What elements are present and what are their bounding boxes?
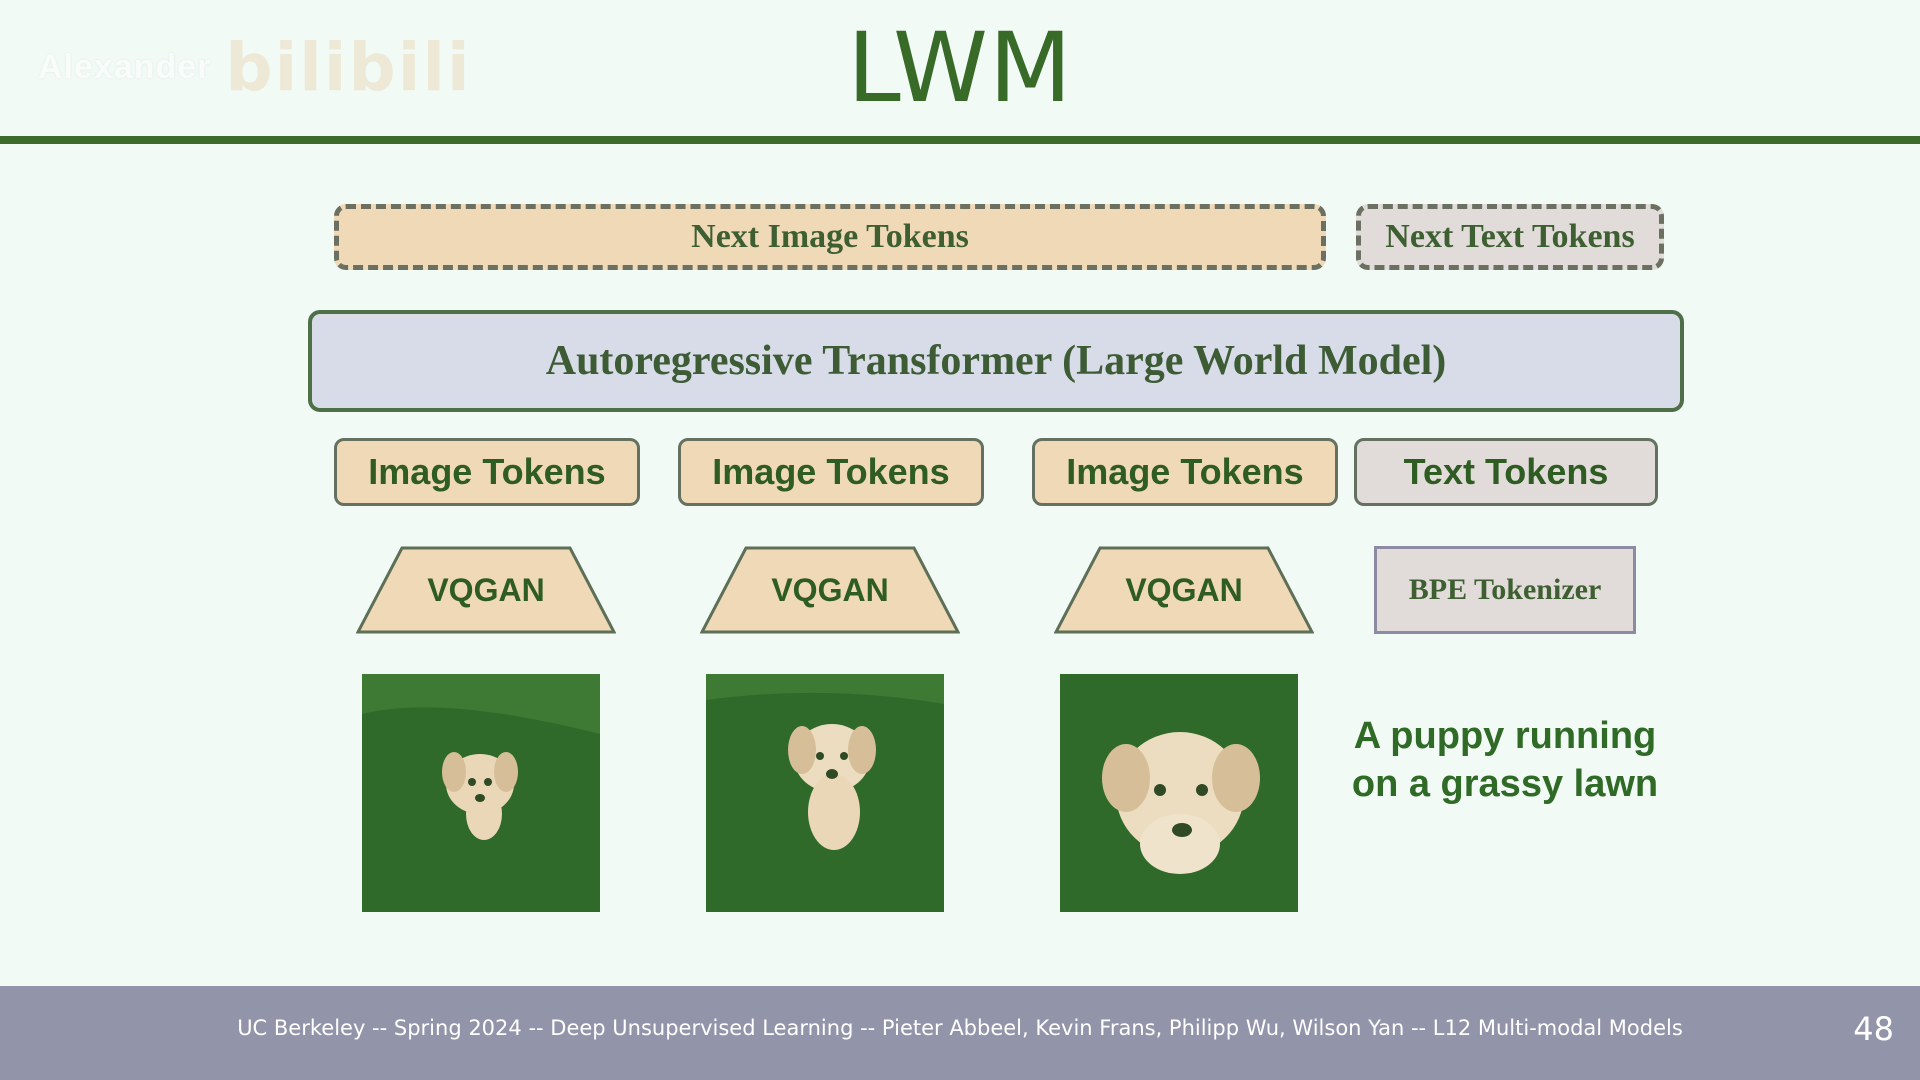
vqgan-encoder-2: VQGAN [699,546,961,634]
bpe-tokenizer-box: BPE Tokenizer [1374,546,1636,634]
caption-line-1: A puppy running [1353,715,1657,757]
vqgan-label-2: VQGAN [771,571,889,608]
page-number: 48 [1853,1010,1894,1048]
image-tokens-label-2: Image Tokens [712,451,950,492]
image-tokens-box-3: Image Tokens [1032,438,1338,506]
puppy-frame-1 [362,674,600,912]
caption-line-2: on a grassy lawn [1351,763,1659,805]
next-image-tokens-box: Next Image Tokens [334,204,1326,270]
vqgan-label-2-wrap: VQGAN [700,546,960,634]
next-text-tokens-box: Next Text Tokens [1356,204,1664,270]
trapezoid-shape [699,546,961,634]
image-tokens-box-1: Image Tokens [334,438,640,506]
footer-bar: UC Berkeley -- Spring 2024 -- Deep Unsup… [0,986,1920,1080]
vqgan-label-3: VQGAN [1125,571,1243,608]
trapezoid-shape [1053,546,1315,634]
vqgan-label-1: VQGAN [427,571,545,608]
vqgan-encoder-1: VQGAN [355,546,617,634]
puppy-image [706,674,944,850]
puppy-frame-2 [706,674,944,912]
watermark-user: Alexander [38,47,212,86]
vqgan-encoder-3: VQGAN [1053,546,1315,634]
watermark: Alexander bilibili [38,29,472,106]
bpe-tokenizer-label: BPE Tokenizer [1408,573,1602,606]
trapezoid-shape [355,546,617,634]
vqgan-label-1-wrap: VQGAN [356,546,616,634]
transformer-box: Autoregressive Transformer (Large World … [308,310,1684,412]
puppy-image [362,674,600,840]
image-tokens-box-2: Image Tokens [678,438,984,506]
transformer-label: Autoregressive Transformer (Large World … [545,338,1447,384]
text-caption: A puppy running on a grassy lawn [1320,712,1690,808]
slide-title: LWM [847,12,1073,124]
puppy-image [1102,732,1260,874]
title-rule [0,136,1920,144]
vqgan-label-3-wrap: VQGAN [1054,546,1314,634]
image-tokens-label-1: Image Tokens [368,451,606,492]
next-image-tokens-label: Next Image Tokens [691,218,969,255]
text-tokens-label: Text Tokens [1403,451,1609,492]
puppy-frame-3 [1060,674,1298,912]
text-tokens-box: Text Tokens [1354,438,1658,506]
footer-text: UC Berkeley -- Spring 2024 -- Deep Unsup… [237,1016,1683,1040]
image-tokens-label-3: Image Tokens [1066,451,1304,492]
next-text-tokens-label: Next Text Tokens [1385,218,1635,255]
bilibili-logo: bilibili [225,28,472,106]
